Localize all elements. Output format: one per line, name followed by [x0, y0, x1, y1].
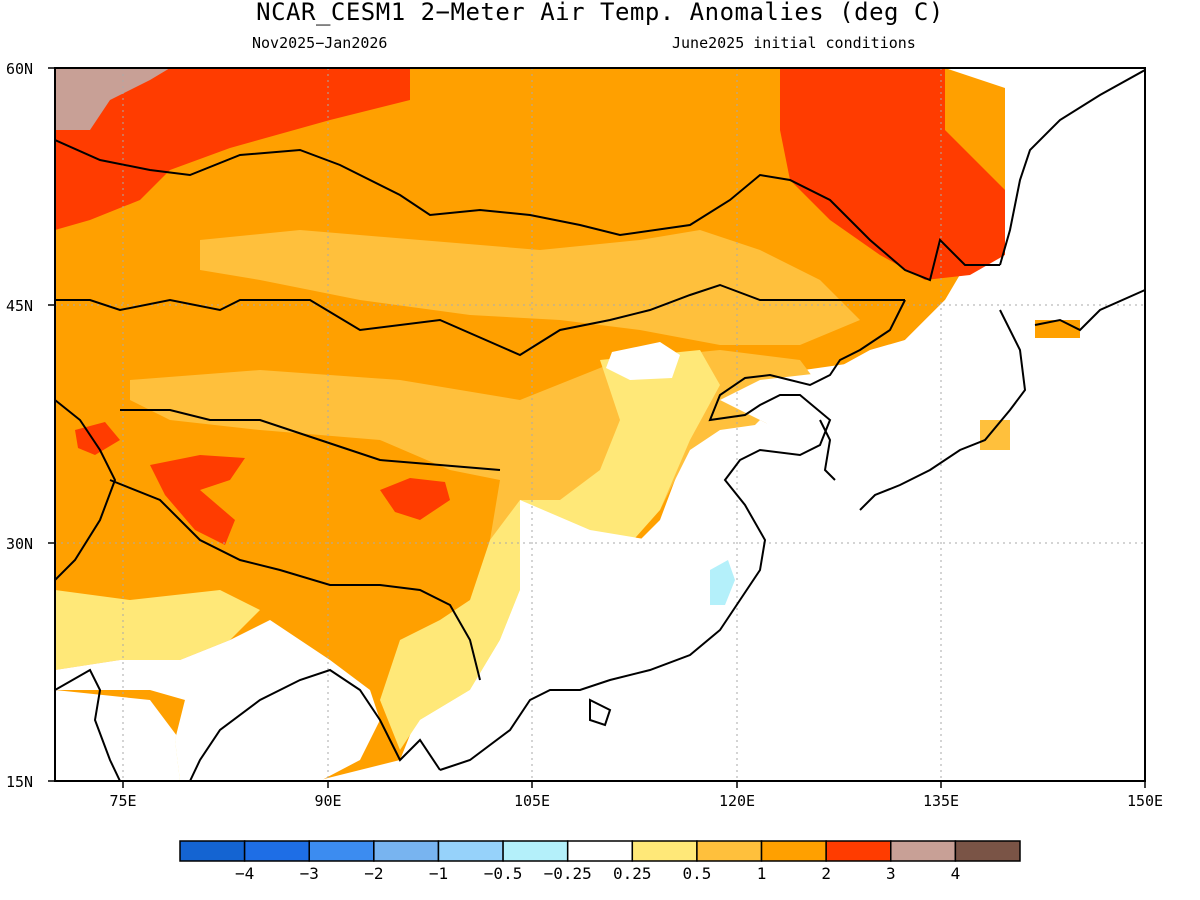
- colorbar-swatch: [308, 840, 375, 862]
- colorbar-swatch: [566, 840, 634, 862]
- colorbar-label: 4: [951, 864, 961, 883]
- colorbar-swatch: [373, 840, 440, 862]
- colorbar-label: −0.5: [484, 864, 523, 883]
- lon-label-105e: 105E: [514, 792, 550, 810]
- colorbar-swatch: [502, 840, 569, 862]
- anomaly-region-2-3-west: [55, 68, 410, 230]
- tick-marks: [48, 67, 1146, 788]
- anomaly-region-near-zero-india: [55, 620, 380, 781]
- colorbar-label: 0.25: [613, 864, 652, 883]
- gridlines: [55, 68, 1145, 781]
- colorbar: −4 −3 −2 −1 −0.5 −0.25 0.25 0.5 1 2 3 4: [179, 840, 1021, 883]
- lat-label-15n: 15N: [6, 773, 33, 791]
- anomaly-region-0.5-1-japan: [980, 420, 1010, 450]
- colorbar-label: −1: [429, 864, 448, 883]
- colorbar-swatch: [954, 840, 1021, 862]
- anomaly-region-near-zero-east: [400, 68, 1145, 781]
- longitude-labels: 75E 90E 105E 120E 135E 150E: [109, 792, 1163, 810]
- lon-label-90e: 90E: [314, 792, 341, 810]
- coastlines: [55, 69, 1145, 781]
- colorbar-swatch: [243, 840, 310, 862]
- colorbar-swatch: [179, 840, 246, 862]
- anomaly-region-2-3-plateau: [380, 478, 450, 520]
- lat-label-45n: 45N: [6, 297, 33, 315]
- anomaly-region-3-4: [55, 68, 170, 130]
- colorbar-label: −0.25: [544, 864, 592, 883]
- map-title: NCAR_CESM1 2−Meter Air Temp. Anomalies (…: [256, 0, 944, 26]
- lat-label-60n: 60N: [6, 60, 33, 78]
- anomaly-region-2-3-tibet: [150, 455, 245, 545]
- latitude-labels: 60N 45N 30N 15N: [6, 60, 33, 791]
- colorbar-label: 3: [886, 864, 896, 883]
- colorbar-label: −4: [235, 864, 254, 883]
- colorbar-label: −2: [364, 864, 383, 883]
- anomaly-region-0.5-1-north: [200, 230, 860, 345]
- anomaly-region-negative-small: [710, 560, 735, 605]
- lon-label-135e: 135E: [923, 792, 959, 810]
- forecast-period: Nov2025−Jan2026: [252, 34, 388, 52]
- colorbar-label: 0.5: [682, 864, 711, 883]
- anomaly-region-0.25-0.5-west: [55, 590, 260, 670]
- colorbar-swatch: [631, 840, 698, 862]
- colorbar-label: 1: [757, 864, 767, 883]
- colorbar-label: 2: [821, 864, 831, 883]
- initial-conditions: June2025 initial conditions: [672, 34, 916, 52]
- lon-label-120e: 120E: [719, 792, 755, 810]
- colorbar-label: −3: [300, 864, 319, 883]
- anomaly-region-near-zero-south-china: [470, 420, 820, 760]
- colorbar-swatch: [890, 840, 957, 862]
- colorbar-swatch: [437, 840, 504, 862]
- map-frame: [54, 67, 1146, 782]
- lat-label-30n: 30N: [6, 535, 33, 553]
- anomaly-region-near-zero-inland: [606, 342, 680, 380]
- lon-label-75e: 75E: [109, 792, 136, 810]
- colorbar-swatch: [760, 840, 827, 862]
- anomaly-fill-layer: [55, 68, 1145, 781]
- colorbar-swatch: [696, 840, 763, 862]
- lon-label-150e: 150E: [1127, 792, 1163, 810]
- anomaly-region-2-3-east: [780, 68, 1005, 280]
- colorbar-swatch: [825, 840, 892, 862]
